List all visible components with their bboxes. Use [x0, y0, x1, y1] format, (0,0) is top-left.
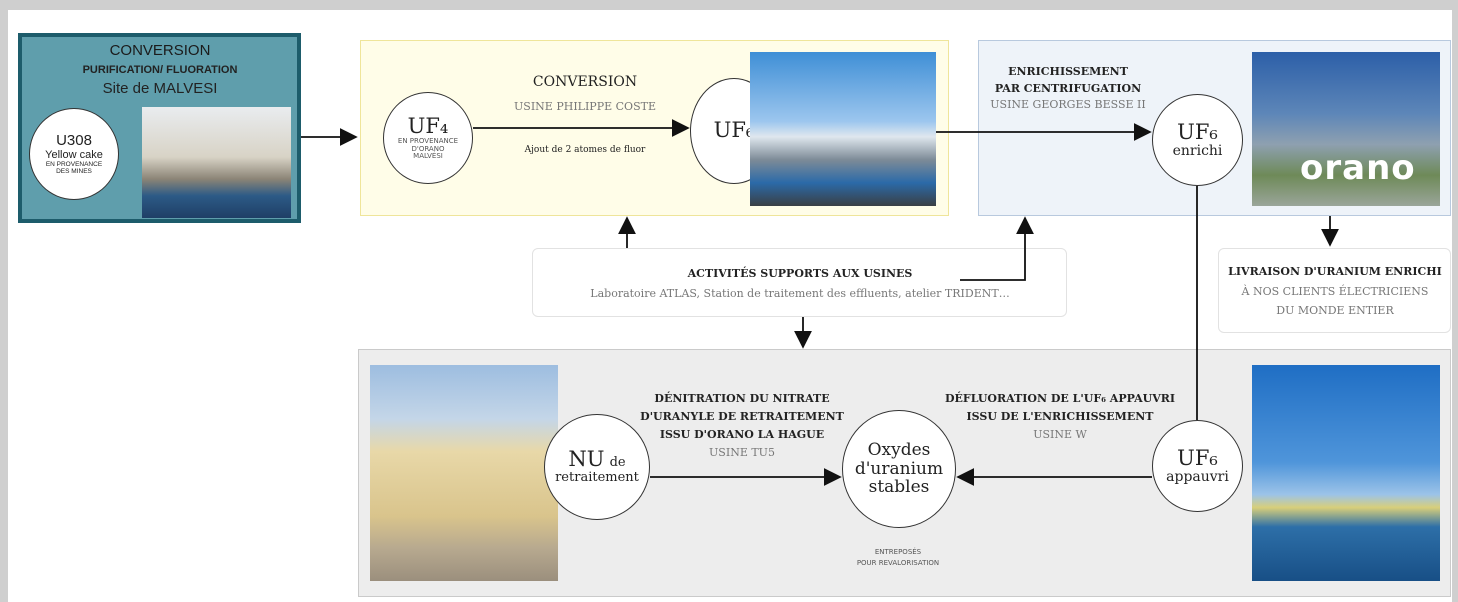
uf6-depleted-circle: UF₆ appauvri [1152, 420, 1243, 512]
denitration-plant: USINE TU5 [709, 446, 775, 459]
conversion-note: Ajout de 2 atomes de fluor [525, 145, 646, 155]
defluoration-title: DÉFLUORATION DE L'UF₆ APPAUVRI [945, 392, 1175, 405]
defluoration-title: ISSU DE L'ENRICHISSEMENT [967, 410, 1154, 423]
support-title: ACTIVITÉS SUPPORTS AUX USINES [688, 267, 913, 280]
circle-label: appauvri [1166, 470, 1229, 485]
delivery-text: À NOS CLIENTS ÉLECTRICIENS [1242, 285, 1429, 298]
oxides-note: POUR REVALORISATION [857, 559, 939, 567]
delivery-title: LIVRAISON D'URANIUM ENRICHI [1228, 265, 1442, 278]
support-text: Laboratoire ATLAS, Station de traitement… [590, 287, 1009, 300]
logo: orano [1300, 148, 1416, 188]
nu-circle: NU de retraitement [544, 414, 650, 520]
malvesi-title: CONVERSION [110, 42, 211, 59]
circle-suffix: de [610, 455, 626, 470]
u308-circle: U308 Yellow cake EN PROVENANCE DES MINES [29, 108, 119, 200]
support-box [532, 248, 1067, 317]
malvesi-site: Site de MALVESI [103, 80, 218, 97]
circle-note: MALVÉSI [413, 153, 443, 161]
photo-tu5 [370, 365, 558, 581]
oxides-note: ENTREPOSÉS [875, 548, 921, 556]
circle-name-row: NU de [568, 448, 625, 471]
enrichment-title: PAR CENTRIFUGATION [995, 82, 1141, 95]
circle-note: EN PROVENANCE [46, 161, 102, 168]
circle-label: stables [869, 478, 930, 497]
delivery-text: DU MONDE ENTIER [1276, 304, 1394, 317]
enrichment-title: ENRICHISSEMENT [1008, 65, 1128, 78]
denitration-title: ISSU D'ORANO LA HAGUE [660, 428, 824, 441]
defluoration-plant: USINE W [1033, 428, 1087, 441]
circle-label: Oxydes [868, 441, 931, 460]
circle-name: UF₆ [714, 119, 755, 142]
circle-name: UF₆ [1177, 121, 1218, 144]
oxides-circle: Oxydes d'uranium stables [842, 410, 956, 528]
circle-label: retraitement [555, 471, 639, 485]
circle-name: U308 [56, 133, 92, 150]
circle-label: Yellow cake [45, 149, 103, 161]
circle-name: UF₄ [408, 115, 449, 138]
enrichment-plant: USINE GEORGES BESSE II [990, 98, 1145, 111]
denitration-title: DÉNITRATION DU NITRATE [654, 392, 829, 405]
uf6-enriched-circle: UF₆ enrichi [1152, 94, 1243, 186]
photo-malvesi [142, 107, 291, 218]
circle-name: NU [568, 447, 604, 471]
denitration-title: D'URANYLE DE RETRAITEMENT [640, 410, 844, 423]
conversion-title: CONVERSION [533, 74, 637, 90]
photo-usine-w [1252, 365, 1440, 581]
photo-conversion [750, 52, 936, 206]
page: CONVERSION PURIFICATION/ FLUORATION Site… [0, 0, 1458, 602]
conversion-plant: USINE PHILIPPE COSTE [514, 100, 656, 113]
uf4-circle: UF₄ EN PROVENANCE D'ORANO MALVÉSI [383, 92, 473, 184]
malvesi-subtitle: PURIFICATION/ FLUORATION [83, 64, 238, 76]
circle-label: enrichi [1173, 144, 1223, 159]
circle-label: d'uranium [855, 460, 943, 479]
circle-note: DES MINES [56, 168, 92, 175]
circle-name: UF₆ [1177, 447, 1218, 470]
